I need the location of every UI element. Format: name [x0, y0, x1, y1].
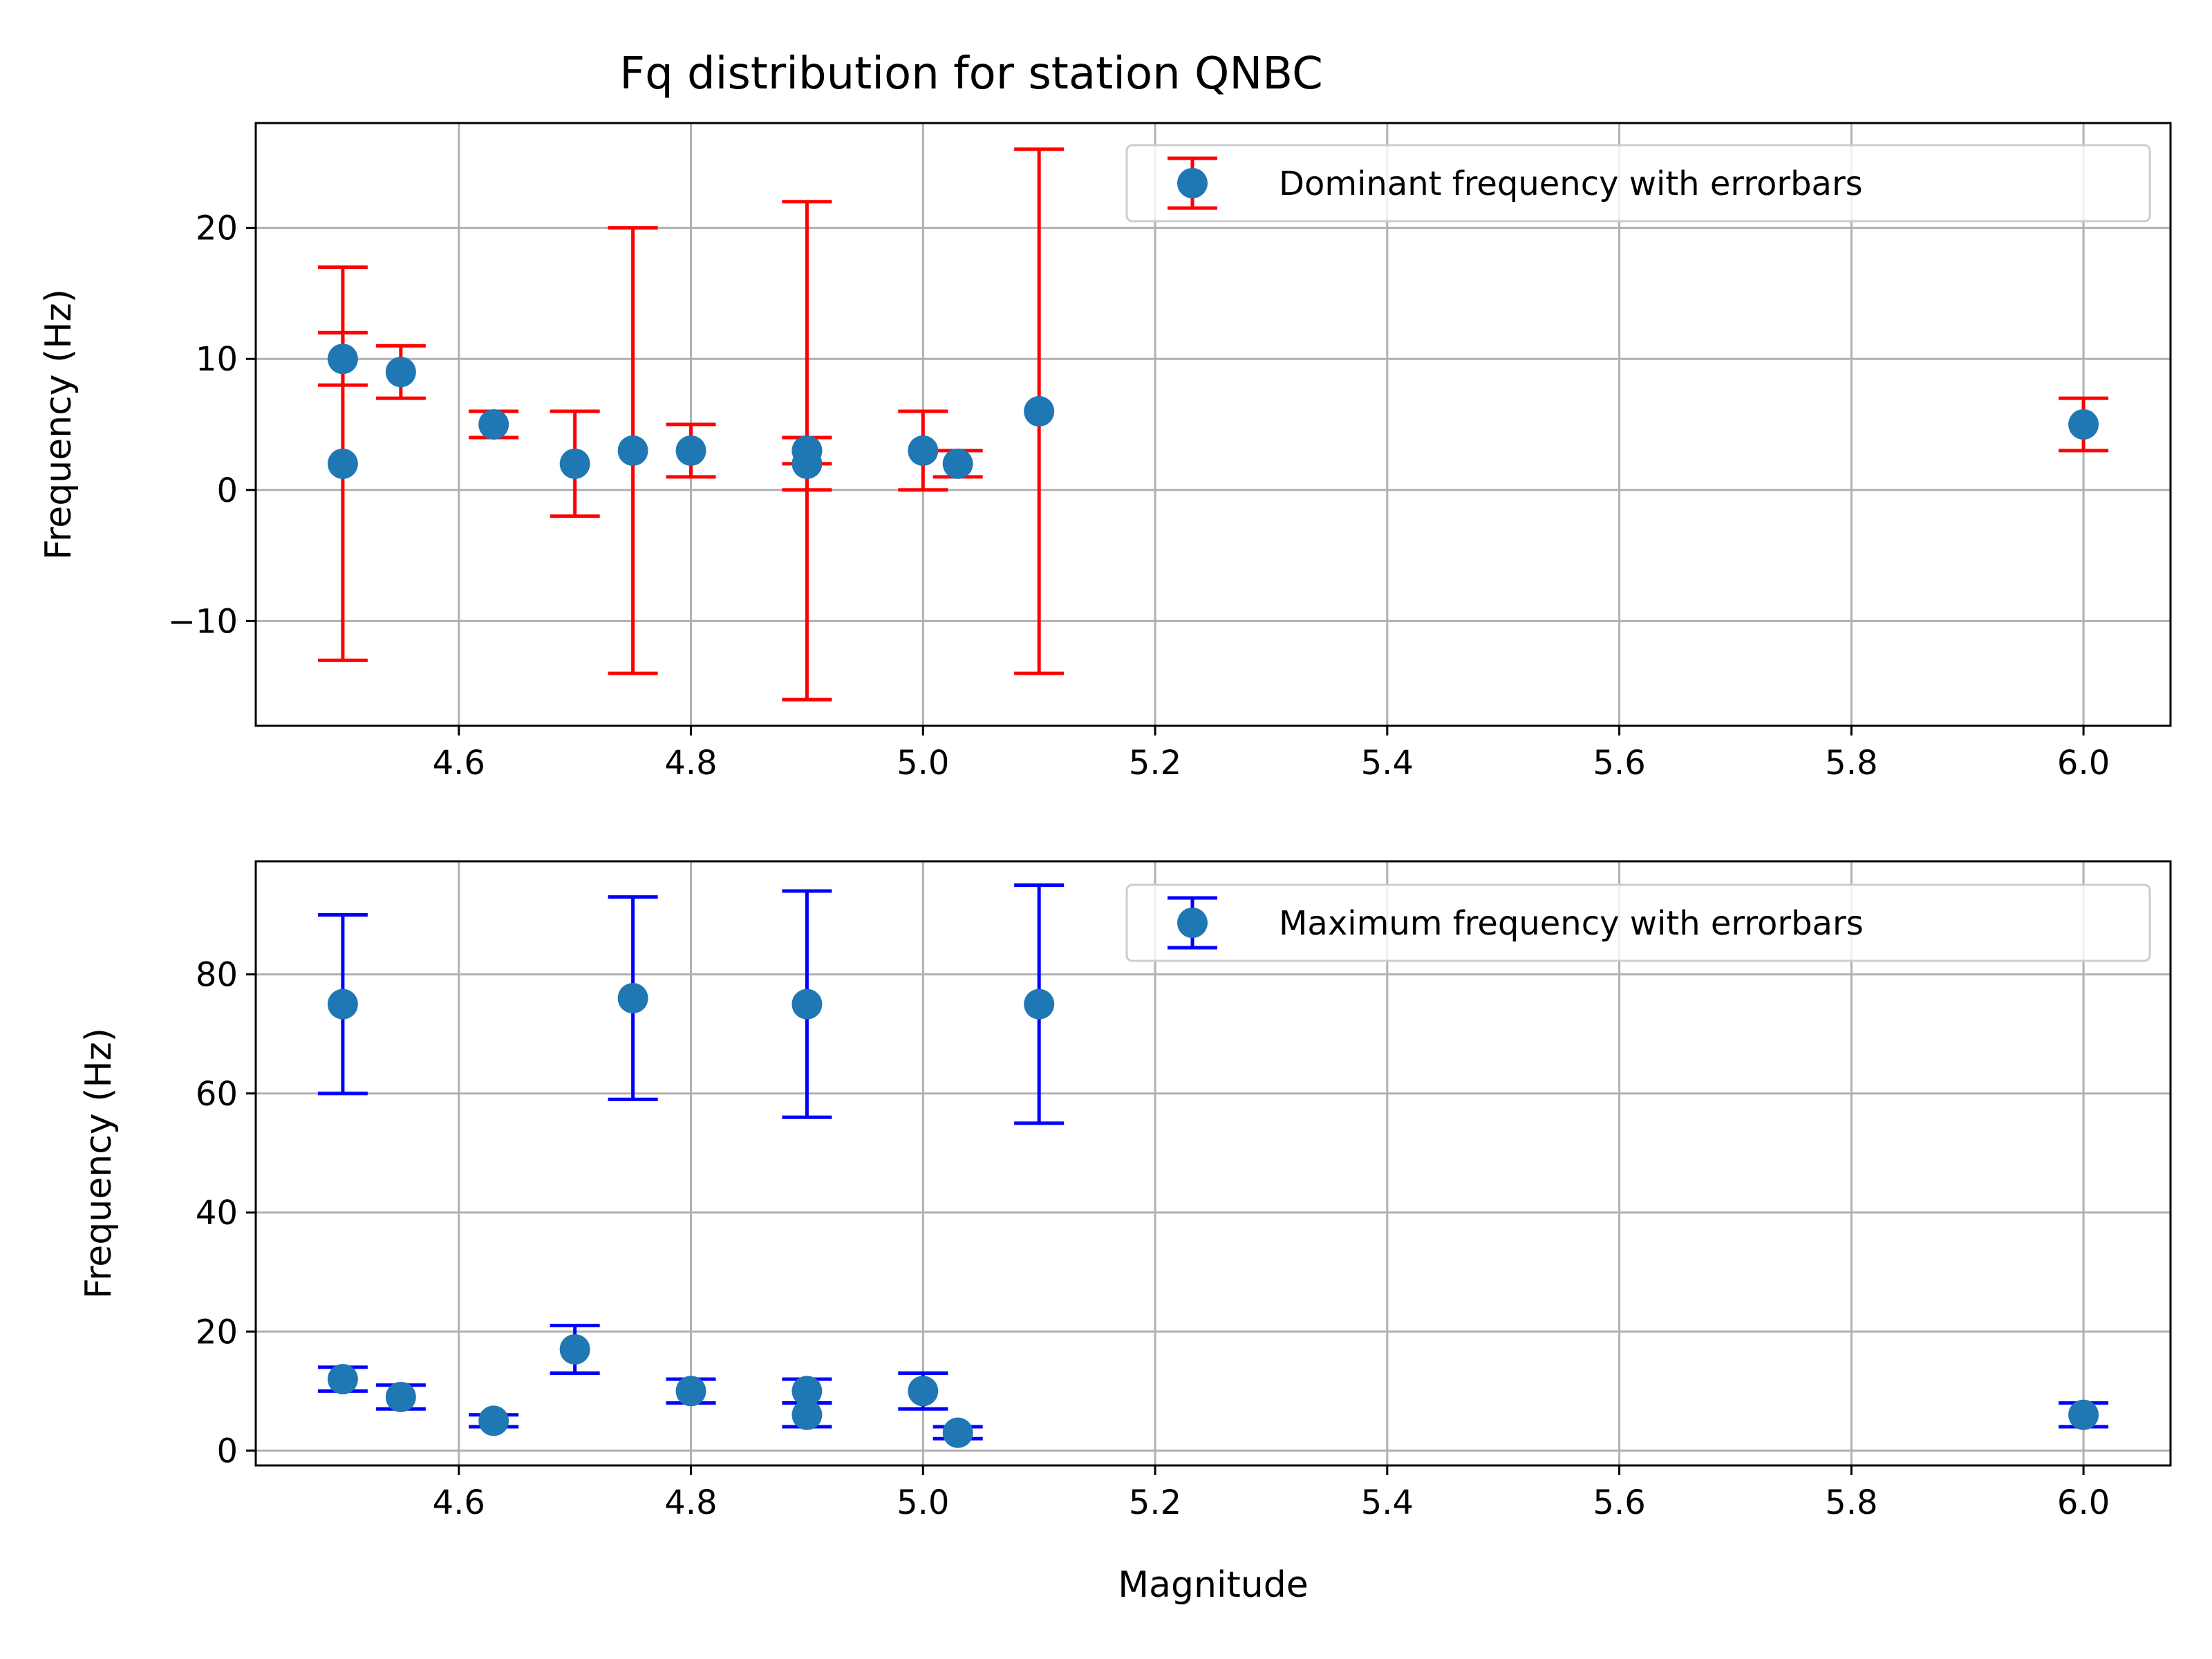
y-tick-label: 0: [216, 471, 238, 510]
data-point: [385, 357, 416, 388]
legend-label: Dominant frequency with errorbars: [1279, 165, 1863, 203]
maximum-frequency-panel: 4.6 4.8 5.0 5.2 5.4 5.6 5.8 6.0 0 20 40 60 80 Frequen…: [78, 860, 2172, 1606]
x-tick-label: 4.6: [433, 744, 485, 782]
x-tick-label: 5.4: [1361, 744, 1414, 782]
data-point: [385, 1381, 416, 1412]
data-point: [942, 1417, 973, 1448]
y-tick-label: 60: [196, 1075, 238, 1114]
y-axis-label: Frequency (Hz): [78, 1028, 120, 1299]
legend-label: Maximum frequency with errorbars: [1279, 904, 1864, 943]
x-tick-label: 5.0: [897, 1483, 949, 1522]
x-tick-label: 5.8: [1825, 1483, 1877, 1522]
data-point: [327, 344, 358, 375]
axes-frame: [254, 122, 2172, 727]
data-point: [327, 1364, 358, 1395]
x-tick-label: 4.8: [664, 1483, 717, 1522]
x-tick-label: 6.0: [2057, 744, 2110, 782]
x-tick-label: 4.6: [433, 1483, 485, 1522]
data-point: [791, 1399, 823, 1430]
legend: Dominant frequency with errorbars: [1125, 144, 2151, 223]
y-tick-label: 20: [196, 1313, 238, 1351]
y-tick-label: 80: [196, 956, 238, 995]
x-tick-label: 5.6: [1593, 744, 1645, 782]
data-point: [327, 988, 358, 1020]
data-point: [942, 448, 973, 479]
data-point: [327, 448, 358, 479]
legend-box: [1125, 144, 2151, 223]
data-point: [675, 435, 706, 466]
x-tick-label: 5.8: [1825, 744, 1877, 782]
data-point: [478, 409, 509, 440]
data-point: [559, 448, 590, 479]
x-tick-label: 5.0: [897, 744, 949, 782]
chart-title: Fq distribution for station QNBC: [619, 48, 1323, 100]
data-point: [2068, 1399, 2099, 1430]
data-point: [791, 988, 823, 1020]
legend-marker: [1177, 908, 1208, 938]
dominant-frequency-panel: 4.6 4.8 5.0 5.2 5.4 5.6 5.8 6.0 −10 0 10 20 Frequenc…: [38, 122, 2172, 782]
x-tick-label: 5.2: [1129, 744, 1181, 782]
data-point: [791, 1376, 823, 1407]
data-point: [617, 435, 648, 466]
data-point: [2068, 409, 2099, 440]
x-tick-label: 5.4: [1361, 1483, 1414, 1522]
y-tick-label: 0: [216, 1432, 238, 1470]
data-point: [617, 983, 648, 1014]
data-point: [908, 435, 939, 466]
data-point: [559, 1334, 590, 1365]
y-tick-label: 20: [196, 209, 238, 248]
data-point: [791, 435, 823, 466]
data-point: [478, 1405, 509, 1436]
y-tick-label: −10: [168, 602, 238, 641]
legend-marker: [1177, 168, 1208, 198]
y-tick-label: 40: [196, 1194, 238, 1232]
legend: Maximum frequency with errorbars: [1125, 883, 2151, 962]
x-tick-label: 6.0: [2057, 1483, 2110, 1522]
legend-box: [1125, 883, 2151, 962]
data-point: [908, 1376, 939, 1407]
data-point: [1024, 988, 1055, 1020]
x-tick-label: 4.8: [664, 744, 717, 782]
x-tick-label: 5.2: [1129, 1483, 1181, 1522]
y-axis-label: Frequency (Hz): [38, 289, 79, 560]
data-point: [675, 1376, 706, 1407]
axes-frame: [254, 860, 2172, 1467]
x-tick-label: 5.6: [1593, 1483, 1645, 1522]
data-point: [1024, 396, 1055, 427]
y-tick-label: 10: [196, 340, 238, 379]
x-axis-label: Magnitude: [1118, 1564, 1309, 1606]
